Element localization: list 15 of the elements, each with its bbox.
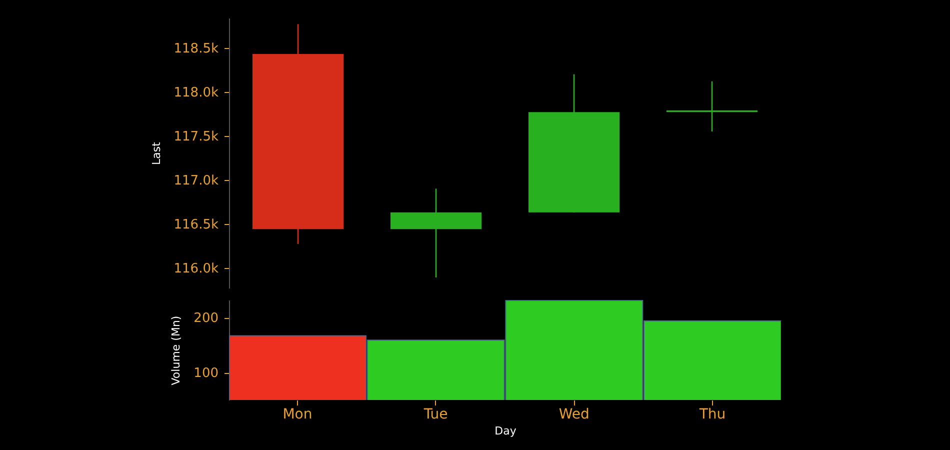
x-tick-label: Thu [698,406,726,422]
y-axis-title: Last [150,141,163,165]
y-tick-label: 118.5k [174,41,219,56]
x-tick-label: Tue [422,406,448,422]
y-tick-label: 117.5k [174,129,219,144]
y-tick-label: 100 [194,366,218,382]
x-tick-label: Mon [282,406,312,422]
y-axis-title: Volume (Mn) [170,316,183,386]
x-axis-title: Day [494,424,517,438]
y-tick-label: 116.5k [174,217,219,232]
x-tick-label: Wed [558,406,590,422]
y-tick-label: 116.0k [174,261,219,276]
y-tick-label: 118.0k [174,85,219,100]
y-tick-label: 117.0k [174,173,219,188]
y-tick-label: 200 [194,311,218,326]
